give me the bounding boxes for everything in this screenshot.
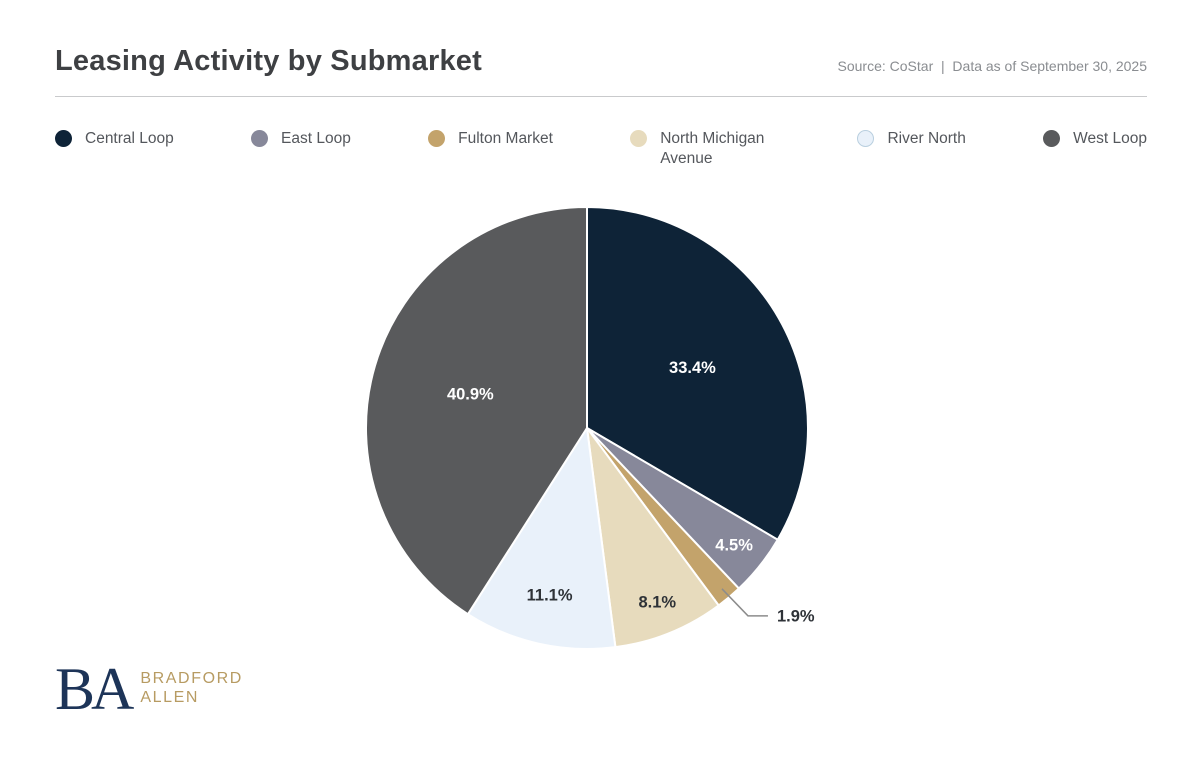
logo-line2: ALLEN: [140, 689, 200, 706]
legend-swatch-icon: [857, 130, 875, 147]
legend-item-river-north: River North: [857, 129, 966, 149]
legend-swatch-icon: [55, 130, 72, 147]
legend-label: River North: [887, 130, 966, 147]
logo-monogram: BA: [55, 656, 134, 722]
slice-value-label-central-loop: 33.4%: [669, 359, 716, 377]
pie-slice-river-north: [466, 427, 617, 650]
slice-value-label-west-loop: 40.9%: [447, 385, 494, 403]
legend-label: East Loop: [281, 130, 351, 147]
slice-value-label-river-north: 11.1%: [527, 587, 573, 605]
legend-item-west-loop: West Loop: [1043, 129, 1147, 149]
header-divider: [55, 96, 1147, 97]
page-title: Leasing Activity by Submarket: [55, 45, 482, 77]
source-note: Source: CoStar | Data as of September 30…: [837, 58, 1147, 74]
legend-swatch-icon: [428, 130, 446, 147]
chart-legend: Central Loop East Loop Fulton Market North …: [55, 129, 1147, 169]
legend-label: North Michigan Avenue: [660, 130, 765, 167]
legend-item-north-michigan-avenue: North Michigan Avenue: [630, 129, 780, 169]
legend-swatch-icon: [251, 130, 269, 147]
slice-value-label-east-loop: 4.5%: [715, 536, 753, 554]
legend-item-east-loop: East Loop: [251, 129, 351, 149]
legend-label: West Loop: [1073, 130, 1147, 147]
slice-value-label-north-michigan-avenue: 8.1%: [639, 594, 677, 612]
legend-swatch-icon: [1043, 130, 1061, 147]
legend-item-central-loop: Central Loop: [55, 129, 174, 149]
bradford-allen-logo: BA BRADFORD ALLEN: [55, 656, 243, 722]
pie-slice-west-loop: [365, 206, 588, 616]
legend-label: Fulton Market: [458, 130, 553, 147]
legend-item-fulton-market: Fulton Market: [428, 129, 553, 149]
legend-label: Central Loop: [85, 130, 174, 147]
legend-swatch-icon: [630, 130, 648, 147]
logo-wordmark: BRADFORD ALLEN: [140, 660, 243, 707]
slice-value-label-fulton-market: 1.9%: [777, 607, 815, 625]
page-header: Leasing Activity by Submarket Source: Co…: [55, 44, 1147, 78]
leader-line-fulton-market: [721, 588, 768, 617]
logo-line1: BRADFORD: [140, 670, 243, 687]
pie-slice-north-michigan-avenue: [586, 427, 720, 649]
pie-slice-central-loop: [586, 206, 809, 541]
